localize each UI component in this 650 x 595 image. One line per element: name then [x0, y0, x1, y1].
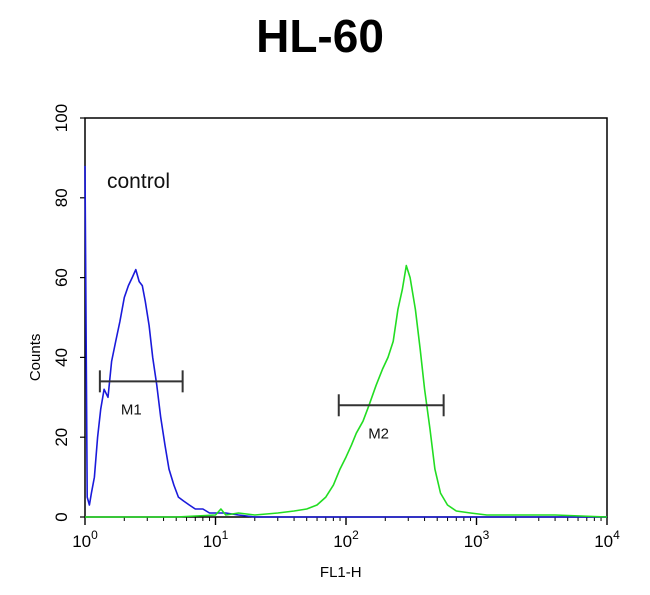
y-tick-label: 0	[52, 512, 71, 521]
x-axis-label: FL1-H	[320, 564, 362, 581]
marker-layer: M1 M2	[98, 370, 445, 442]
x-axis-ticks: 100 101 102 103 104	[72, 517, 620, 551]
gate-label: M1	[121, 401, 142, 418]
histogram-series-1	[84, 165, 607, 518]
x-tick-label: 101	[203, 528, 229, 551]
y-axis-ticks: 0 20 40 60 80 100	[52, 104, 85, 522]
x-tick-label: 102	[333, 528, 359, 551]
y-tick-label: 100	[52, 104, 71, 132]
control-annotation: control	[107, 170, 170, 193]
series-layer	[84, 165, 608, 518]
gate-label: M2	[368, 425, 389, 442]
x-tick-label: 103	[464, 528, 490, 551]
y-axis-label: Counts	[27, 334, 44, 382]
y-tick-label: 60	[52, 268, 71, 287]
gate-marker-m1: M1	[98, 370, 184, 418]
x-tick-label: 104	[594, 528, 620, 551]
gate-marker-m2: M2	[337, 394, 445, 442]
y-tick-label: 80	[52, 188, 71, 207]
chart-title: HL-60	[256, 10, 384, 62]
y-tick-label: 20	[52, 428, 71, 447]
y-tick-label: 40	[52, 348, 71, 367]
histogram-series-2	[85, 264, 608, 518]
x-tick-label: 100	[72, 528, 98, 551]
